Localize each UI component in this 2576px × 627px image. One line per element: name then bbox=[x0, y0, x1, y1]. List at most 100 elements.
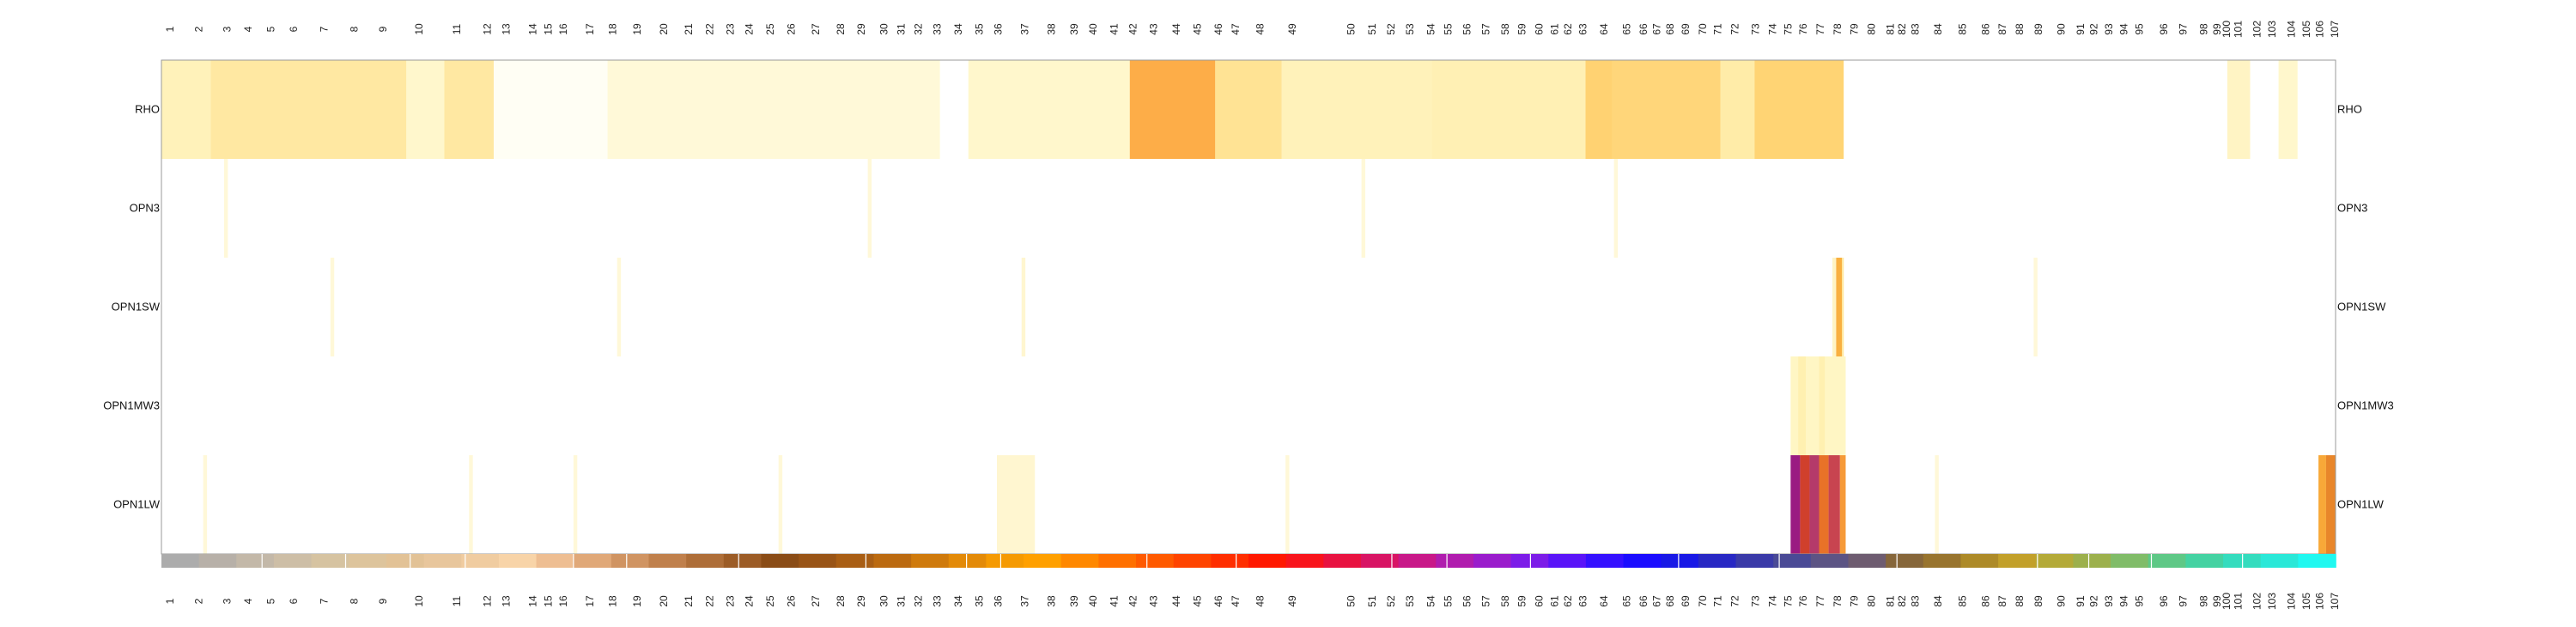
top-tick-label: 17 bbox=[584, 23, 596, 35]
bottom-tick-label: 63 bbox=[1577, 595, 1589, 607]
top-tick-label: 32 bbox=[913, 23, 925, 35]
top-tick-label: 56 bbox=[1461, 23, 1473, 35]
top-tick-label: 105 bbox=[2300, 21, 2312, 38]
bottom-tick-label: 44 bbox=[1170, 595, 1182, 607]
top-tick-label: 33 bbox=[932, 23, 944, 35]
colorbar-segment bbox=[1773, 554, 1812, 568]
top-tick-label: 57 bbox=[1480, 23, 1492, 35]
bottom-tick-label: 28 bbox=[835, 595, 847, 607]
heat-cell bbox=[1819, 356, 1826, 455]
top-tick-label: 20 bbox=[658, 23, 670, 35]
top-tick-label: 92 bbox=[2087, 23, 2099, 35]
bottom-tick-label: 19 bbox=[631, 595, 643, 607]
bottom-tick-label: 57 bbox=[1480, 595, 1492, 607]
colorbar-segment bbox=[1998, 554, 2037, 568]
top-tick-label: 98 bbox=[2198, 23, 2210, 35]
bottom-tick-label: 23 bbox=[725, 595, 737, 607]
bottom-tick-label: 27 bbox=[810, 595, 822, 607]
top-tick-label: 78 bbox=[1832, 23, 1844, 35]
colorbar-segment bbox=[2298, 554, 2336, 568]
bottom-tick-label: 56 bbox=[1461, 595, 1473, 607]
colorbar-segment bbox=[386, 554, 425, 568]
colorbar-segment bbox=[2148, 554, 2187, 568]
bottom-tick-label: 13 bbox=[501, 595, 513, 607]
bottom-tick-label: 66 bbox=[1637, 595, 1649, 607]
top-tick-label: 60 bbox=[1534, 23, 1546, 35]
top-tick-label: 11 bbox=[451, 23, 463, 34]
heat-cell bbox=[867, 159, 872, 258]
top-tick-label: 44 bbox=[1170, 23, 1182, 35]
top-tick-label: 47 bbox=[1230, 23, 1242, 35]
top-tick-label: 80 bbox=[1866, 23, 1878, 35]
bottom-tick-label: 83 bbox=[1909, 595, 1921, 607]
colorbar-segment bbox=[198, 554, 238, 568]
heat-cell bbox=[2278, 60, 2298, 159]
top-tick-label: 37 bbox=[1018, 23, 1030, 35]
heat-cell bbox=[939, 60, 969, 159]
top-tick-label: 104 bbox=[2285, 21, 2297, 38]
heat-cell bbox=[1842, 258, 1844, 356]
top-tick-label: 19 bbox=[631, 23, 643, 35]
top-tick-label: 27 bbox=[810, 23, 822, 35]
top-x-tick-labels: 1 2 3 4 5 6 7 8 9 10 11 12 13 14 15 16 17 18 19 20 21 22 23 24 2… bbox=[164, 21, 2341, 38]
top-tick-label: 41 bbox=[1108, 23, 1120, 35]
top-tick-label: 55 bbox=[1442, 23, 1454, 35]
bottom-tick-label: 50 bbox=[1346, 595, 1358, 607]
bottom-tick-label: 85 bbox=[1957, 595, 1969, 607]
bottom-tick-label: 79 bbox=[1849, 595, 1861, 607]
top-tick-label: 95 bbox=[2133, 23, 2145, 35]
colorbar-segment bbox=[1249, 554, 1287, 568]
bottom-tick-label: 47 bbox=[1230, 595, 1242, 607]
top-tick-label: 97 bbox=[2177, 23, 2189, 35]
heat-cell bbox=[1798, 356, 1807, 455]
bottom-tick-label: 97 bbox=[2177, 595, 2189, 607]
bottom-tick-label: 78 bbox=[1832, 595, 1844, 607]
row-label-left-opn3: OPN3 bbox=[130, 202, 160, 215]
heat-cell bbox=[1613, 159, 1619, 258]
bottom-tick-label: 99 bbox=[2211, 595, 2223, 607]
heat-cell bbox=[2325, 455, 2336, 554]
bottom-tick-label: 21 bbox=[683, 595, 695, 607]
colorbar-segment bbox=[536, 554, 575, 568]
bottom-tick-label: 77 bbox=[1814, 595, 1826, 607]
heat-row-opn3 bbox=[161, 159, 2336, 258]
top-tick-label: 23 bbox=[725, 23, 737, 35]
colorbar-segment bbox=[611, 554, 650, 568]
bottom-tick-label: 84 bbox=[1932, 595, 1944, 607]
top-tick-label: 36 bbox=[992, 23, 1004, 35]
top-tick-label: 22 bbox=[703, 23, 715, 35]
bottom-tick-label: 58 bbox=[1499, 595, 1511, 607]
row-label-right-rho: RHO bbox=[2337, 103, 2362, 116]
heat-cell bbox=[1819, 455, 1829, 554]
top-tick-label: 34 bbox=[952, 23, 964, 35]
colorbar-segment bbox=[911, 554, 950, 568]
bottom-tick-label: 89 bbox=[2032, 595, 2044, 607]
bottom-tick-label: 81 bbox=[1885, 595, 1897, 607]
heat-cell bbox=[161, 60, 211, 159]
bottom-tick-label: 94 bbox=[2118, 595, 2130, 607]
colorbar-segment bbox=[1960, 554, 1999, 568]
top-tick-label: 79 bbox=[1849, 23, 1861, 35]
bottom-tick-label: 60 bbox=[1534, 595, 1546, 607]
top-tick-label: 1 bbox=[164, 26, 176, 32]
bottom-tick-label: 86 bbox=[1979, 595, 1991, 607]
bottom-tick-label: 96 bbox=[2158, 595, 2170, 607]
top-tick-label: 85 bbox=[1957, 23, 1969, 35]
top-tick-label: 73 bbox=[1750, 23, 1762, 35]
bottom-tick-label: 29 bbox=[855, 595, 867, 607]
bottom-tick-label: 26 bbox=[785, 595, 797, 607]
top-tick-label: 39 bbox=[1068, 23, 1080, 35]
row-label-left-opn1sw: OPN1SW bbox=[112, 301, 161, 314]
top-tick-label: 59 bbox=[1516, 23, 1528, 35]
top-tick-label: 67 bbox=[1651, 23, 1663, 35]
bottom-tick-label: 92 bbox=[2087, 595, 2099, 607]
bottom-tick-label: 67 bbox=[1651, 595, 1663, 607]
row-labels: RHO RHO OPN3 OPN3 OPN1SW OPN1SW OPN1MW3 OPN1MW3… bbox=[103, 103, 2393, 511]
top-tick-label: 16 bbox=[557, 23, 569, 35]
bottom-tick-label: 87 bbox=[1996, 595, 2008, 607]
heat-cell bbox=[1935, 455, 1939, 554]
heat-cell bbox=[1839, 455, 1846, 554]
bottom-tick-label: 76 bbox=[1797, 595, 1809, 607]
bottom-tick-label: 59 bbox=[1516, 595, 1528, 607]
top-tick-label: 83 bbox=[1909, 23, 1921, 35]
